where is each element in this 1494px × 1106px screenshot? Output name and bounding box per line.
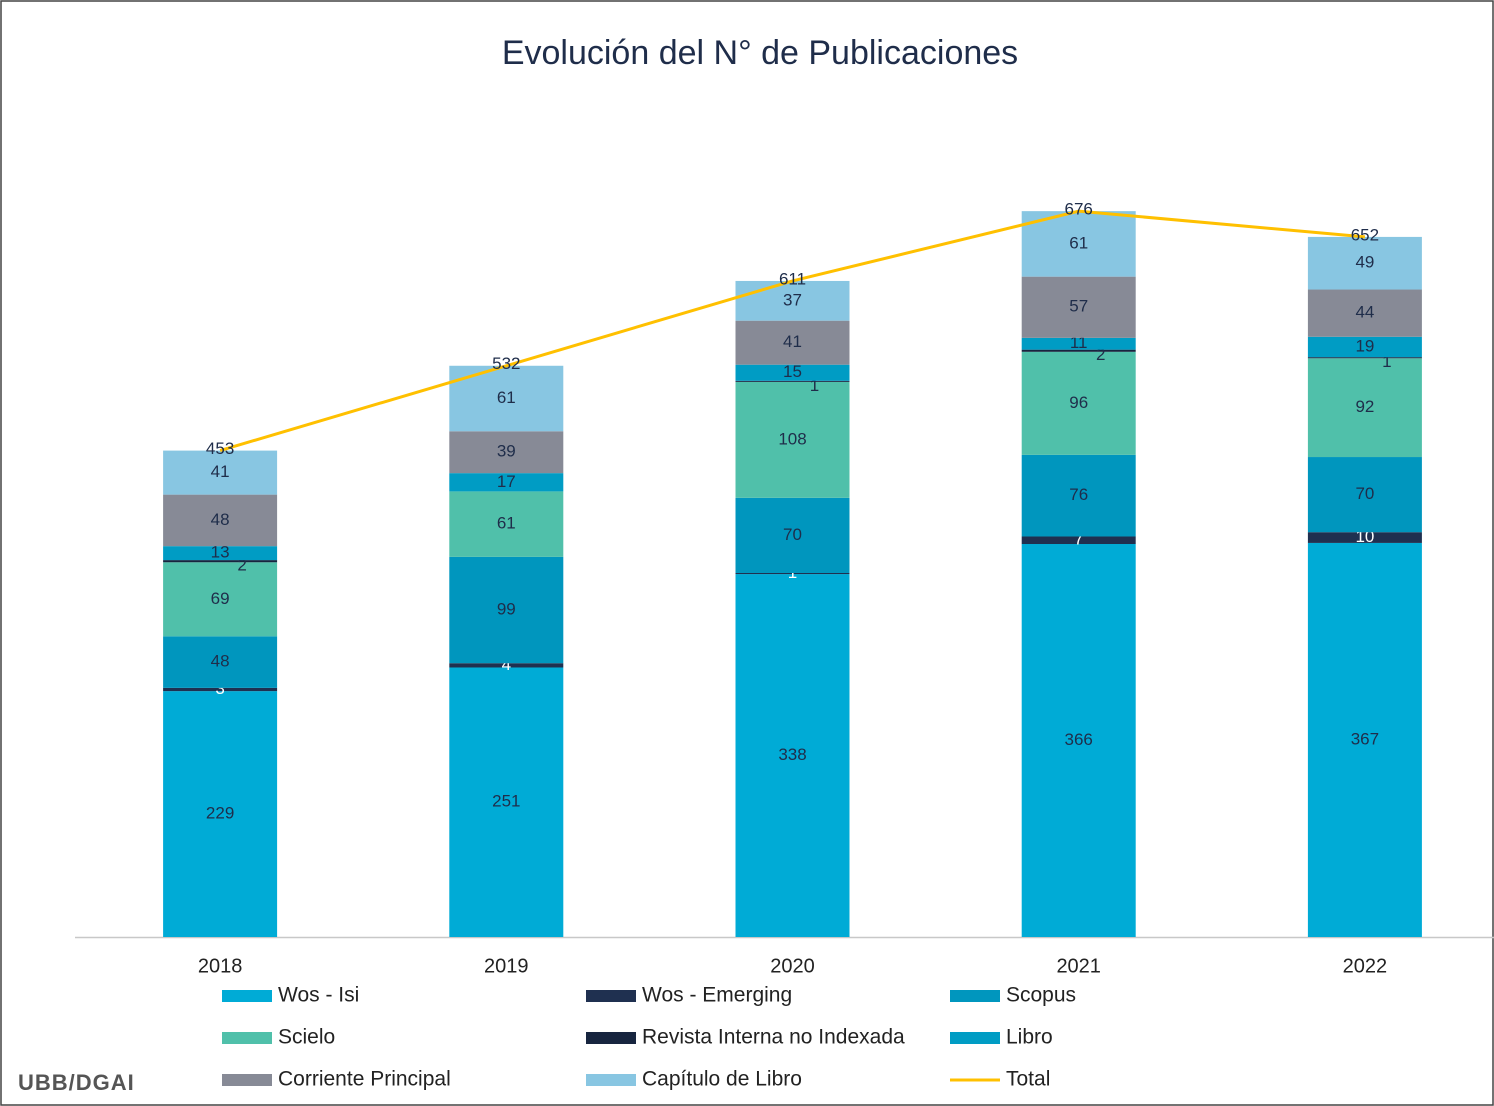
data-label: 99 <box>497 600 516 619</box>
data-label: 48 <box>211 652 230 671</box>
data-label: 70 <box>783 525 802 544</box>
legend-swatch <box>222 1074 272 1086</box>
data-label: 61 <box>497 388 516 407</box>
data-label: 41 <box>211 462 230 481</box>
legend-label: Wos - Emerging <box>642 984 792 1007</box>
chart: Evolución del N° de Publicaciones UBB/DG… <box>0 0 1494 1106</box>
data-label: 453 <box>206 439 234 458</box>
data-label: 49 <box>1355 253 1374 272</box>
legend-swatch <box>586 1032 636 1044</box>
data-label: 41 <box>783 332 802 351</box>
x-tick-label: 2020 <box>770 955 815 977</box>
logo: UBB/DGAI <box>18 1070 135 1095</box>
data-label: 366 <box>1065 730 1093 749</box>
legend-label: Scopus <box>1006 984 1076 1007</box>
legend-label: Total <box>1006 1068 1050 1091</box>
legend-label: Libro <box>1006 1026 1053 1049</box>
chart-title: Evolución del N° de Publicaciones <box>502 34 1018 72</box>
legend-swatch <box>586 990 636 1002</box>
bar-segment <box>1308 357 1422 358</box>
data-label: 39 <box>497 442 516 461</box>
data-label: 108 <box>778 429 806 448</box>
data-label: 676 <box>1065 200 1093 219</box>
legend-swatch <box>222 1032 272 1044</box>
legend-swatch <box>950 990 1000 1002</box>
data-label: 338 <box>778 745 806 764</box>
data-label: 652 <box>1351 225 1379 244</box>
data-label: 532 <box>492 354 520 373</box>
data-label: 48 <box>211 510 230 529</box>
data-label: 96 <box>1069 393 1088 412</box>
data-label: 19 <box>1355 336 1374 355</box>
data-label: 76 <box>1069 485 1088 504</box>
data-label: 37 <box>783 290 802 309</box>
data-label: 92 <box>1355 397 1374 416</box>
x-tick-label: 2018 <box>198 955 243 977</box>
data-label: 15 <box>783 362 802 381</box>
data-label: 61 <box>1069 233 1088 252</box>
data-label: 611 <box>779 269 806 288</box>
data-label: 61 <box>497 514 516 533</box>
x-tick-label: 2022 <box>1343 955 1388 977</box>
legend-swatch <box>222 990 272 1002</box>
data-label: 17 <box>497 472 516 491</box>
data-label: 69 <box>211 589 230 608</box>
legend-swatch <box>950 1032 1000 1044</box>
data-label: 57 <box>1069 297 1088 316</box>
legend-label: Wos - Isi <box>278 984 359 1007</box>
x-tick-label: 2019 <box>484 955 529 977</box>
data-label: 44 <box>1355 303 1374 322</box>
legend-label: Scielo <box>278 1026 335 1049</box>
data-label: 70 <box>1355 484 1374 503</box>
data-label: 367 <box>1351 729 1379 748</box>
legend-swatch <box>586 1074 636 1086</box>
data-label: 251 <box>492 792 520 811</box>
data-label: 229 <box>206 804 234 823</box>
legend-label: Corriente Principal <box>278 1068 451 1091</box>
legend-label: Revista Interna no Indexada <box>642 1026 905 1049</box>
x-tick-label: 2021 <box>1056 955 1101 977</box>
legend-label: Capítulo de Libro <box>642 1068 802 1091</box>
